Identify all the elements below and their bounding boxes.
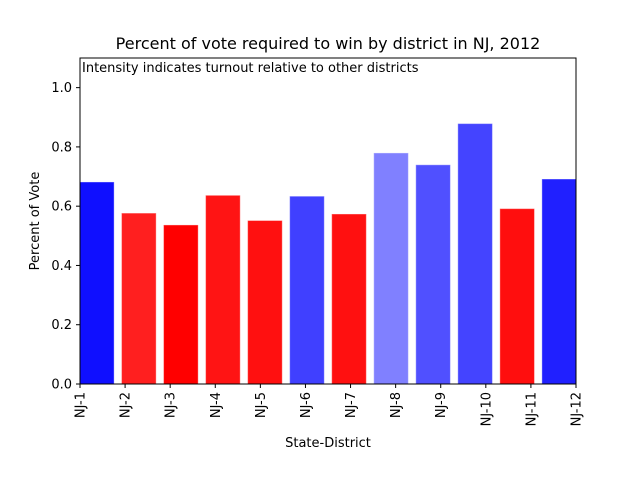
x-tick-label: NJ-7 xyxy=(344,392,359,418)
axes-frame xyxy=(79,57,577,385)
x-tick-label: NJ-8 xyxy=(389,392,404,418)
x-axis-ticks: NJ-1 NJ-2 NJ-3 NJ-4 NJ-5 NJ-6 NJ-7 NJ-8 NJ-9 NJ-1… xyxy=(74,384,585,426)
bar-nj-5 xyxy=(247,220,283,384)
y-axis-label: Percent of Vote xyxy=(28,172,43,271)
chart-annotation: Intensity indicates turnout relative to … xyxy=(82,61,419,76)
x-tick-label: NJ-3 xyxy=(164,392,179,418)
bar-nj-12 xyxy=(541,179,576,384)
bar-nj-10 xyxy=(457,123,493,384)
y-tick-label: 0.0 xyxy=(51,378,72,393)
bar-nj-1 xyxy=(80,181,115,384)
y-axis-ticks: 0.0 0.2 0.4 0.6 0.8 1.0 xyxy=(51,81,80,393)
chart-title: Percent of vote required to win by distr… xyxy=(116,34,541,53)
x-tick-label: NJ-9 xyxy=(434,392,449,418)
bar-nj-3 xyxy=(163,224,199,384)
x-tick-label: NJ-4 xyxy=(209,392,224,418)
bars-group xyxy=(80,123,576,384)
bar-nj-9 xyxy=(415,164,451,384)
y-tick-label: 0.8 xyxy=(51,140,72,155)
y-tick-label: 0.6 xyxy=(51,200,72,215)
x-tick-label: NJ-12 xyxy=(570,392,585,426)
bar-nj-4 xyxy=(205,195,241,384)
x-tick-label: NJ-1 xyxy=(74,392,89,418)
y-tick-label: 0.2 xyxy=(51,318,72,333)
x-tick-label: NJ-5 xyxy=(254,392,269,418)
bar-nj-8 xyxy=(373,152,409,384)
y-tick-label: 0.4 xyxy=(51,259,72,274)
x-tick-label: NJ-11 xyxy=(524,392,539,426)
x-tick-label: NJ-10 xyxy=(479,392,494,426)
x-axis-label: State-District xyxy=(285,436,371,451)
bar-nj-6 xyxy=(289,196,325,384)
x-tick-label: NJ-2 xyxy=(119,392,134,418)
y-tick-label: 1.0 xyxy=(51,81,72,96)
bar-nj-2 xyxy=(121,213,157,384)
bar-nj-11 xyxy=(499,208,535,384)
x-tick-label: NJ-6 xyxy=(299,392,314,418)
bar-nj-7 xyxy=(331,213,367,384)
